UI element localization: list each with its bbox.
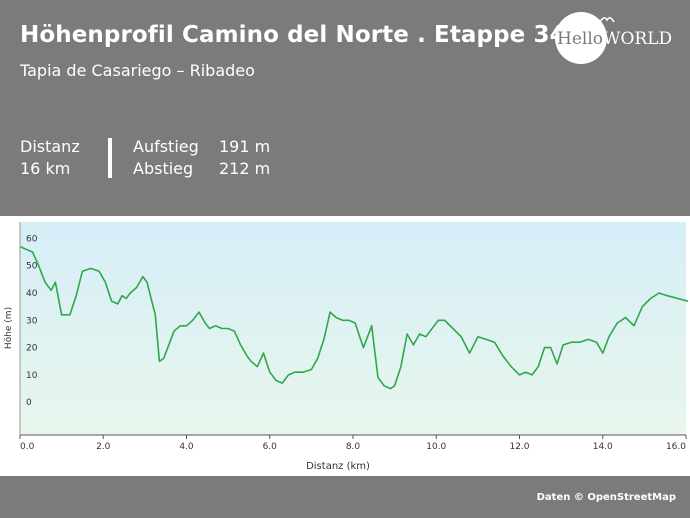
y-tick-label: 50	[26, 262, 38, 272]
y-tick-label: 0	[26, 398, 32, 408]
y-axis-label: Höhe (m)	[4, 307, 14, 349]
x-tick-label: 14.0	[593, 442, 613, 452]
logo-circle	[555, 12, 607, 64]
distance-value: 16 km	[20, 159, 71, 178]
x-tick-label: 10.0	[426, 442, 446, 452]
data-credit: Daten © OpenStreetMap	[536, 492, 676, 503]
x-tick-label: 0.0	[20, 442, 35, 452]
y-tick-label: 60	[26, 234, 38, 244]
logo-text-left: Hello	[557, 29, 603, 49]
helloworld-logo: HelloWORLD	[555, 12, 675, 64]
route-subtitle: Tapia de Casariego – Ribadeo	[20, 61, 255, 80]
y-tick-label: 40	[26, 289, 38, 299]
y-tick-label: 20	[26, 344, 38, 354]
header-panel: Höhenprofil Camino del Norte . Etappe 34…	[0, 0, 690, 216]
x-tick-label: 2.0	[96, 442, 111, 452]
bird-icon	[599, 17, 615, 23]
x-tick-label: 6.0	[263, 442, 278, 452]
logo-text-right: WORLD	[603, 29, 673, 49]
y-tick-label: 10	[26, 371, 38, 381]
footer-bar: Daten © OpenStreetMap	[0, 476, 690, 518]
page-title: Höhenprofil Camino del Norte . Etappe 34	[20, 22, 566, 48]
ascent-value: 191 m	[219, 137, 271, 156]
ascent-label: Aufstieg	[133, 137, 199, 156]
x-tick-label: 12.0	[509, 442, 529, 452]
descent-label: Abstieg	[133, 159, 194, 178]
plot-background	[20, 222, 686, 435]
elevation-chart: 0 10 20 30 40 50 60 0.0 2.0 4.0 6.0 8.0 10.0 12.0 14.…	[0, 216, 690, 476]
x-tick-label: 4.0	[179, 442, 194, 452]
y-tick-label: 30	[26, 316, 38, 326]
distance-stat: Distanz 16 km	[20, 136, 80, 180]
stats-divider	[108, 138, 112, 178]
descent-value: 212 m	[219, 159, 271, 178]
distance-label: Distanz	[20, 137, 80, 156]
elevation-labels: Aufstieg Abstieg	[133, 136, 199, 180]
elevation-chart-svg: 0 10 20 30 40 50 60 0.0 2.0 4.0 6.0 8.0 10.0 12.0 14.…	[4, 222, 689, 472]
logo-text: HelloWORLD	[557, 29, 672, 49]
x-tick-label: 8.0	[346, 442, 361, 452]
elevation-values: 191 m 212 m	[219, 136, 270, 180]
x-tick-label: 16.0	[666, 442, 686, 452]
x-axis-label: Distanz (km)	[306, 461, 370, 472]
elevation-profile-line	[19, 245, 689, 390]
